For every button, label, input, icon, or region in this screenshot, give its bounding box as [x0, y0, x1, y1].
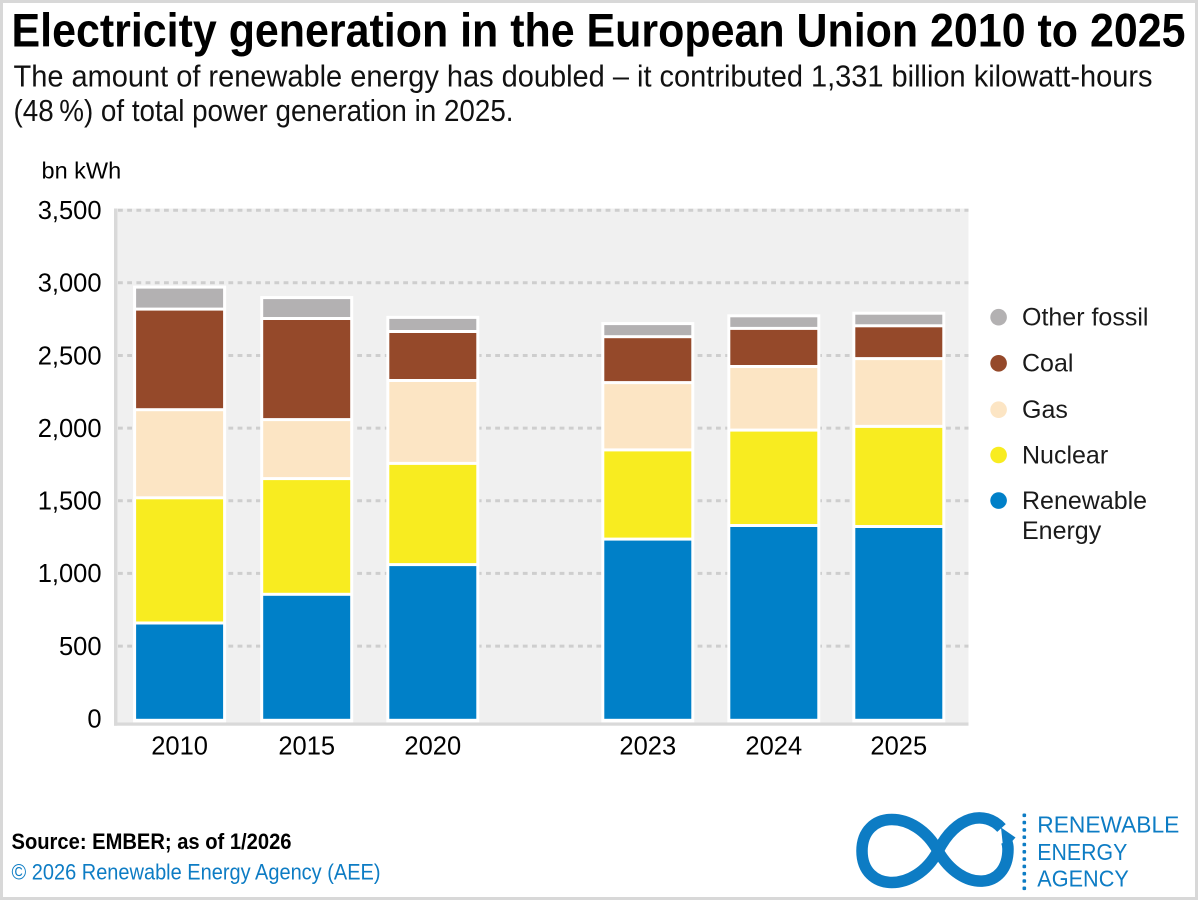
svg-text:1,500: 1,500: [38, 488, 102, 516]
svg-text:Renewable: Renewable: [1022, 487, 1147, 515]
svg-text:2015: 2015: [278, 733, 335, 761]
svg-text:Nuclear: Nuclear: [1022, 441, 1108, 469]
svg-text:The amount of renewable energy: The amount of renewable energy has doubl…: [14, 59, 1153, 94]
svg-text:RENEWABLE: RENEWABLE: [1037, 812, 1179, 838]
svg-text:500: 500: [59, 633, 102, 661]
svg-text:2,500: 2,500: [38, 342, 102, 370]
svg-text:1,000: 1,000: [38, 560, 102, 588]
svg-text:AGENCY: AGENCY: [1037, 865, 1129, 891]
svg-text:Source: EMBER; as of 1/2026: Source: EMBER; as of 1/2026: [12, 829, 292, 854]
svg-text:2025: 2025: [870, 733, 927, 761]
svg-text:Coal: Coal: [1022, 350, 1073, 378]
svg-text:Energy: Energy: [1022, 517, 1102, 545]
svg-text:2020: 2020: [404, 733, 461, 761]
svg-text:2,000: 2,000: [38, 415, 102, 443]
svg-text:Electricity generation in the: Electricity generation in the European U…: [12, 4, 1186, 57]
svg-text:2023: 2023: [619, 733, 676, 761]
svg-text:© 2026 Renewable Energy Agency: © 2026 Renewable Energy Agency (AEE): [12, 859, 381, 884]
svg-text:0: 0: [87, 706, 101, 734]
svg-text:3,000: 3,000: [38, 270, 102, 298]
svg-text:(48 %) of total power generati: (48 %) of total power generation in 2025…: [14, 93, 514, 128]
svg-text:2010: 2010: [151, 733, 208, 761]
svg-text:bn kWh: bn kWh: [42, 158, 122, 184]
svg-text:2024: 2024: [745, 733, 802, 761]
svg-text:ENERGY: ENERGY: [1037, 839, 1127, 865]
svg-text:Gas: Gas: [1022, 396, 1068, 424]
svg-text:3,500: 3,500: [38, 197, 102, 225]
svg-text:Other fossil: Other fossil: [1022, 304, 1148, 332]
